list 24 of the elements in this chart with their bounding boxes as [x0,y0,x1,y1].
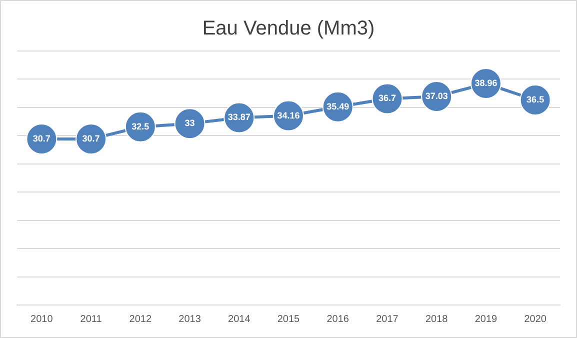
data-label: 30.7 [82,134,100,144]
data-label: 30.7 [32,134,50,144]
data-label: 34.16 [277,110,300,120]
data-label: 32.5 [132,121,150,132]
x-tick-label: 2014 [228,314,251,325]
data-label: 36.7 [378,93,396,104]
x-tick-label: 2012 [129,314,152,325]
x-tick-label: 2018 [425,314,448,325]
x-tick-label: 2011 [80,314,102,325]
data-label: 33 [184,118,195,128]
data-label: 37.03 [425,90,448,101]
point [174,108,206,140]
chart-title: Eau Vendue (Mm3) [202,18,375,40]
x-tick-label: 2016 [326,314,350,325]
data-label: 33.87 [228,112,250,122]
data-label: 35.49 [326,101,350,112]
x-tick-label: 2015 [277,314,300,325]
data-label: 36.5 [526,94,544,105]
x-tick-label: 2017 [376,314,399,325]
x-tick-label: 2019 [474,314,498,325]
x-tick-label: 2010 [30,314,54,325]
x-tick-label: 2020 [524,314,547,325]
x-tick-label: 2013 [178,314,202,325]
data-label: 38.96 [474,78,498,88]
